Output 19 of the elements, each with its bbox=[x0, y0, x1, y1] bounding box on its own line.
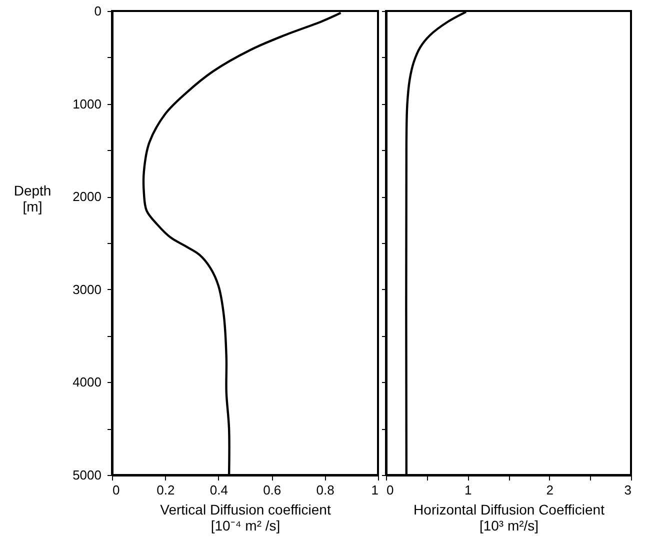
x-tick-label: 0 bbox=[112, 482, 120, 498]
y-tick-label: 3000 bbox=[72, 282, 102, 297]
x-tick-label: 3 bbox=[624, 482, 632, 498]
x-tick-label: 0.6 bbox=[263, 482, 282, 498]
y-axis-title: Depth [m] bbox=[14, 182, 52, 214]
x-axis-title: Vertical Diffusion coefficient [10⁻⁴ m² /s] bbox=[160, 502, 331, 534]
x-axis-title: Horizontal Diffusion Coefficient [10³ m²/s] bbox=[414, 502, 605, 534]
y-tick-label: 1000 bbox=[72, 96, 102, 112]
y-tick-label: 4000 bbox=[72, 374, 102, 390]
y-tick-label: 5000 bbox=[72, 468, 102, 482]
y-tick-label: 2000 bbox=[72, 189, 102, 204]
x-tick-label: 2 bbox=[546, 482, 554, 498]
x-tick-label: 1 bbox=[464, 482, 472, 498]
x-tick-label: 0 bbox=[386, 482, 394, 498]
x-tick-label: 0.2 bbox=[156, 482, 175, 498]
x-tick-label: 1 bbox=[371, 482, 378, 498]
y-tick-label: 0 bbox=[94, 4, 102, 18]
x-tick-label: 0.4 bbox=[210, 482, 228, 498]
x-tick-label: 0.8 bbox=[316, 482, 334, 498]
